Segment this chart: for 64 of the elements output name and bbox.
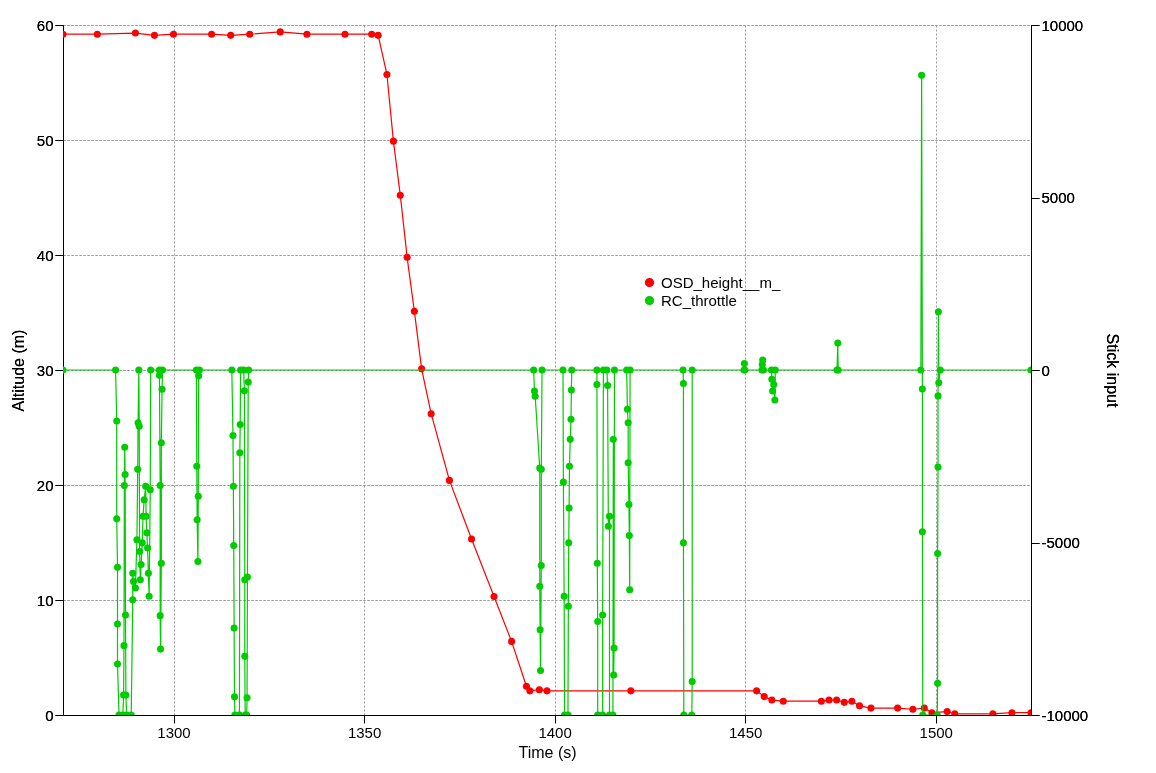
- x-axis-title: Time (s): [518, 743, 577, 761]
- point: [490, 593, 498, 601]
- y-axis-title: Altitude (m): [9, 329, 27, 412]
- point: [276, 28, 284, 36]
- y2-tick-label: 10000: [1041, 16, 1084, 34]
- point: [768, 696, 776, 704]
- point: [341, 30, 349, 38]
- point: [526, 687, 534, 695]
- y-tick-label: 20: [36, 476, 54, 494]
- point: [760, 693, 768, 701]
- x-tick-label: 1300: [157, 723, 191, 741]
- point: [753, 687, 761, 695]
- point: [833, 696, 841, 704]
- point: [403, 253, 411, 261]
- point: [208, 30, 216, 38]
- y-tick-label: 40: [36, 246, 54, 264]
- point: [840, 698, 848, 706]
- y-tick-label: 30: [36, 361, 54, 379]
- point: [867, 704, 875, 712]
- y-tick-label: 10: [36, 591, 54, 609]
- x-tick-label: 1400: [538, 723, 572, 741]
- y2-tick-label: 5000: [1041, 189, 1075, 206]
- point: [627, 687, 635, 695]
- point: [410, 307, 418, 315]
- legend-label: OSD_height__m_: [661, 273, 781, 291]
- point: [427, 410, 435, 418]
- point: [396, 191, 404, 199]
- y-tick-label: 0: [45, 706, 54, 724]
- y2-tick-label: 0: [1041, 361, 1050, 379]
- point: [169, 30, 178, 38]
- point: [468, 535, 476, 543]
- point: [848, 697, 856, 705]
- point: [855, 702, 864, 710]
- y2-tick-label: -10000: [1041, 706, 1089, 724]
- x-tick-label: 1500: [919, 723, 953, 741]
- point: [368, 30, 376, 38]
- point: [246, 30, 254, 38]
- point: [131, 29, 139, 37]
- point: [522, 682, 530, 690]
- point: [508, 637, 516, 645]
- point: [779, 697, 787, 705]
- x-tick-label: 1450: [728, 723, 763, 741]
- point: [817, 697, 825, 705]
- point: [383, 70, 391, 78]
- point: [93, 30, 101, 38]
- x-tick-label: 1350: [347, 723, 382, 741]
- y-tick-label: 60: [36, 16, 54, 34]
- point: [894, 704, 902, 712]
- point: [303, 30, 311, 38]
- legend-label: RC_throttle: [661, 291, 737, 309]
- point: [227, 31, 235, 39]
- y2-tick-label: -5000: [1041, 534, 1080, 551]
- point: [374, 31, 382, 39]
- point: [445, 476, 453, 484]
- y2-axis-title: Stick input: [1104, 333, 1122, 408]
- point: [825, 696, 833, 704]
- point: [543, 687, 551, 695]
- y-tick-label: 50: [36, 131, 54, 149]
- point: [943, 708, 951, 715]
- point: [389, 137, 397, 145]
- point: [535, 686, 543, 694]
- point: [150, 31, 158, 39]
- point: [1008, 709, 1016, 715]
- point: [909, 705, 917, 713]
